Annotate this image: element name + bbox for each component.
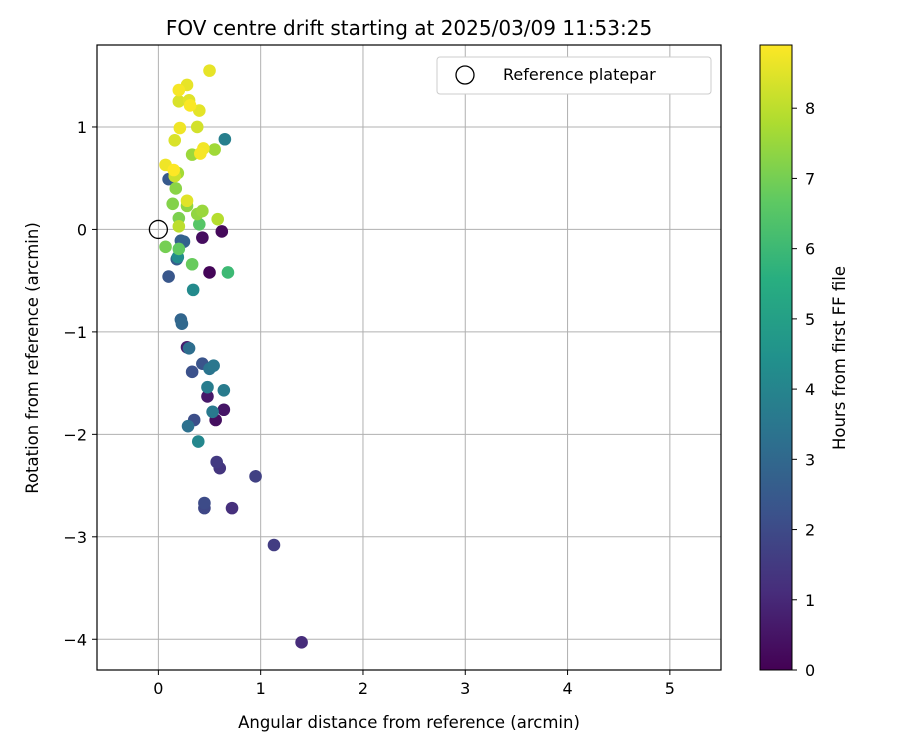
x-axis-ticks: 0 1 2 3 4 5 (153, 670, 675, 698)
legend-label: Reference platepar (503, 65, 656, 84)
legend: Reference platepar (436, 56, 712, 95)
scatter-point (206, 405, 219, 419)
colorbar-ticks: 0 1 2 3 4 5 6 7 8 (792, 99, 815, 680)
x-tick-label: 4 (562, 679, 572, 698)
scatter-point (203, 266, 216, 279)
x-tick-label: 5 (665, 679, 675, 698)
scatter-point (175, 317, 189, 330)
colorbar-tick-label: 5 (805, 310, 815, 329)
scatter-point (221, 266, 235, 279)
scatter-point (203, 64, 216, 77)
x-tick-label: 1 (256, 679, 266, 698)
colorbar-label: Hours from first FF file (830, 266, 849, 450)
colorbar-tick-label: 7 (805, 169, 815, 188)
scatter-point (192, 218, 206, 231)
colorbar-tick-label: 0 (805, 661, 815, 680)
scatter-point (183, 99, 197, 112)
scatter-point (201, 390, 214, 403)
scatter-point (162, 270, 175, 283)
scatter-point (167, 163, 181, 177)
x-tick-label: 2 (358, 679, 368, 698)
scatter-point (168, 133, 182, 147)
reference-marker-layer (148, 219, 169, 240)
scatter-point (181, 419, 195, 433)
y-tick-label: −3 (63, 528, 87, 547)
scatter-point (207, 359, 220, 372)
y-axis-label: Rotation from reference (arcmin) (23, 222, 42, 494)
scatter-point (194, 147, 207, 160)
scatter-point (166, 197, 179, 211)
scatter-point (295, 636, 308, 649)
scatter-point (217, 383, 231, 397)
colorbar-tick-label: 4 (805, 380, 815, 399)
scatter-point (210, 455, 223, 469)
scatter-point (172, 220, 186, 233)
scatter-point (185, 257, 199, 271)
colorbar-tick-label: 8 (805, 99, 815, 118)
scatter-point (249, 470, 262, 483)
grid-lines (97, 45, 721, 670)
y-tick-label: −4 (63, 630, 87, 649)
scatter-point (198, 496, 211, 510)
legend-box (436, 56, 712, 95)
legend-marker (455, 65, 475, 85)
colorbar-tick-label: 1 (805, 591, 815, 610)
y-tick-label: 1 (77, 118, 87, 137)
y-tick-label: 0 (77, 220, 87, 239)
scatter-point (267, 538, 281, 552)
x-axis-label: Angular distance from reference (arcmin) (238, 713, 580, 732)
scatter-point (211, 212, 225, 226)
chart-title: FOV centre drift starting at 2025/03/09 … (166, 16, 652, 40)
scatter-point (215, 225, 229, 238)
scatter-point (180, 194, 194, 208)
scatter-point (186, 283, 200, 297)
scatter-point (185, 365, 199, 379)
reference-point-marker (148, 219, 169, 240)
scatter-point (172, 83, 186, 97)
y-tick-label: −2 (63, 425, 87, 444)
scatter-point (192, 104, 206, 117)
scatter-point (201, 380, 214, 394)
scatter-point (196, 204, 209, 218)
colorbar-tick-label: 3 (805, 450, 815, 469)
scatter-point (218, 132, 232, 146)
scatter-point (172, 242, 186, 256)
colorbar-tick-label: 2 (805, 521, 815, 540)
colorbar-tick-label: 6 (805, 240, 815, 259)
y-axis-ticks: −4 −3 −2 −1 0 1 (63, 118, 97, 649)
scatter-point (208, 143, 221, 156)
scatter-point (190, 120, 204, 134)
x-tick-label: 3 (460, 679, 470, 698)
scatter-point (217, 403, 231, 417)
colorbar (759, 44, 793, 671)
scatter-point (159, 240, 172, 254)
scatter-point (169, 182, 183, 195)
scatter-point (225, 501, 239, 515)
scatter-point (173, 121, 187, 135)
scatter-point (172, 95, 186, 108)
scatter-point (182, 341, 196, 355)
x-tick-label: 0 (153, 679, 163, 698)
scatter-points (159, 64, 308, 649)
scatter-point (196, 231, 209, 244)
y-tick-label: −1 (63, 323, 87, 342)
plot-frame (96, 44, 722, 671)
scatter-point (191, 435, 205, 448)
